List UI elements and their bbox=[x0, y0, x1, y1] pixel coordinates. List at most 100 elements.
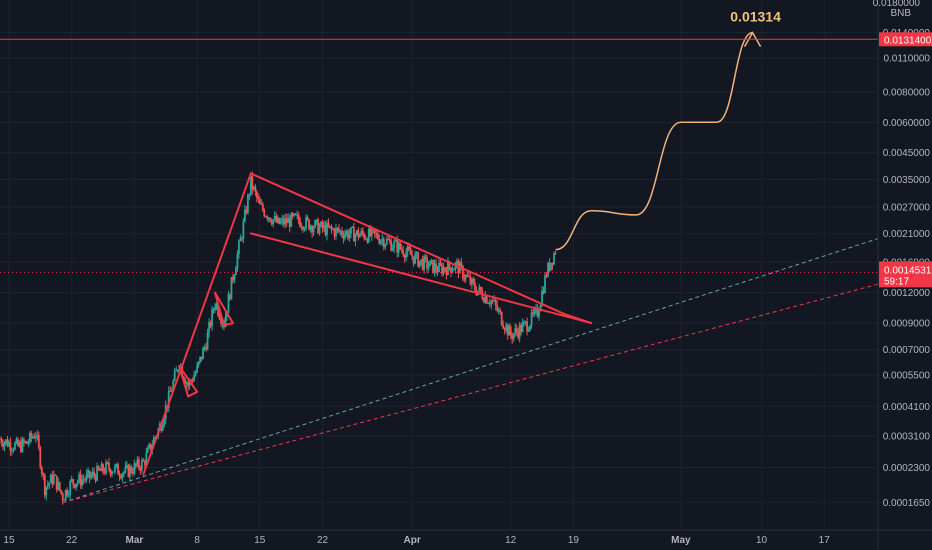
candle bbox=[397, 242, 400, 253]
candle bbox=[505, 324, 508, 331]
candle bbox=[269, 217, 272, 222]
candle bbox=[2, 443, 4, 447]
candle bbox=[412, 256, 415, 264]
flag-lower-line[interactable] bbox=[249, 232, 593, 325]
candle bbox=[176, 369, 179, 372]
candle bbox=[485, 295, 488, 304]
candle bbox=[364, 238, 367, 240]
candle bbox=[196, 365, 199, 373]
mini-flag-line[interactable] bbox=[222, 322, 234, 327]
candle bbox=[188, 380, 191, 386]
candle bbox=[354, 234, 357, 242]
candle bbox=[433, 263, 436, 273]
candle bbox=[197, 361, 200, 366]
candle bbox=[539, 304, 542, 312]
candle bbox=[109, 469, 112, 475]
candle bbox=[117, 464, 119, 475]
candle bbox=[524, 321, 527, 323]
candle bbox=[297, 214, 300, 221]
candle bbox=[260, 204, 263, 206]
mini-flag-line[interactable] bbox=[214, 291, 234, 325]
candle bbox=[466, 275, 469, 277]
mini-flag-line[interactable] bbox=[178, 364, 190, 398]
candle bbox=[20, 442, 22, 452]
candle bbox=[532, 312, 534, 314]
candle bbox=[127, 464, 130, 477]
candle bbox=[215, 304, 218, 307]
candle bbox=[432, 259, 434, 273]
candle bbox=[421, 259, 424, 270]
flag-upper-line[interactable] bbox=[249, 172, 566, 316]
mini-flag-line[interactable] bbox=[178, 364, 199, 393]
candle bbox=[193, 375, 196, 382]
candle bbox=[96, 466, 98, 481]
candle bbox=[278, 217, 281, 224]
target-annotation: 0.01314 bbox=[730, 8, 781, 24]
candle bbox=[317, 219, 319, 234]
candle bbox=[327, 223, 330, 227]
candle bbox=[221, 323, 224, 325]
candle bbox=[257, 197, 260, 200]
candle bbox=[0, 439, 1, 441]
candle bbox=[46, 484, 49, 487]
candle bbox=[329, 226, 331, 228]
candle bbox=[185, 382, 188, 384]
candle bbox=[272, 219, 275, 225]
candle bbox=[91, 471, 94, 476]
candle bbox=[21, 439, 24, 452]
support-trendline[interactable] bbox=[62, 283, 879, 504]
candle bbox=[441, 265, 443, 274]
candle bbox=[255, 191, 258, 198]
candle bbox=[527, 330, 530, 332]
candle bbox=[66, 489, 69, 496]
y-tick-label: 0.0110000 bbox=[883, 54, 930, 65]
mini-flag-line[interactable] bbox=[187, 390, 199, 398]
candle bbox=[502, 325, 505, 329]
mini-flag-line[interactable] bbox=[214, 291, 225, 327]
candle bbox=[90, 475, 92, 478]
candle bbox=[72, 479, 75, 484]
candle bbox=[226, 313, 228, 317]
support-trendline[interactable] bbox=[62, 238, 879, 504]
candle bbox=[341, 230, 343, 236]
flag-apex-line[interactable] bbox=[563, 313, 593, 325]
candle bbox=[444, 267, 446, 270]
candle bbox=[405, 252, 408, 259]
x-tick-label: 15 bbox=[254, 535, 266, 546]
candle bbox=[424, 256, 427, 258]
flagpole-line[interactable] bbox=[142, 172, 252, 476]
candle bbox=[299, 220, 302, 227]
projection-path[interactable] bbox=[555, 31, 753, 251]
candle bbox=[427, 266, 430, 269]
candle bbox=[28, 432, 31, 443]
candle bbox=[302, 226, 305, 230]
candle bbox=[175, 369, 178, 372]
candle bbox=[367, 228, 370, 243]
candle bbox=[108, 462, 110, 470]
candle bbox=[70, 479, 73, 482]
candle bbox=[335, 227, 337, 237]
candle bbox=[523, 321, 526, 324]
candle bbox=[58, 481, 61, 491]
candle bbox=[305, 217, 308, 229]
candle bbox=[202, 348, 204, 360]
candle bbox=[236, 253, 239, 269]
candle bbox=[34, 435, 37, 439]
candle bbox=[51, 474, 54, 485]
candle bbox=[161, 425, 164, 431]
candle bbox=[369, 228, 372, 236]
candle bbox=[281, 218, 284, 221]
candle bbox=[469, 276, 472, 285]
candle bbox=[348, 233, 351, 239]
candle bbox=[239, 238, 242, 242]
candle bbox=[554, 253, 557, 255]
candle bbox=[287, 218, 290, 224]
candle bbox=[39, 447, 42, 468]
candle bbox=[97, 466, 100, 470]
candle bbox=[36, 434, 39, 436]
candle bbox=[478, 286, 481, 291]
candle bbox=[382, 238, 385, 248]
time-axis[interactable] bbox=[0, 530, 932, 550]
